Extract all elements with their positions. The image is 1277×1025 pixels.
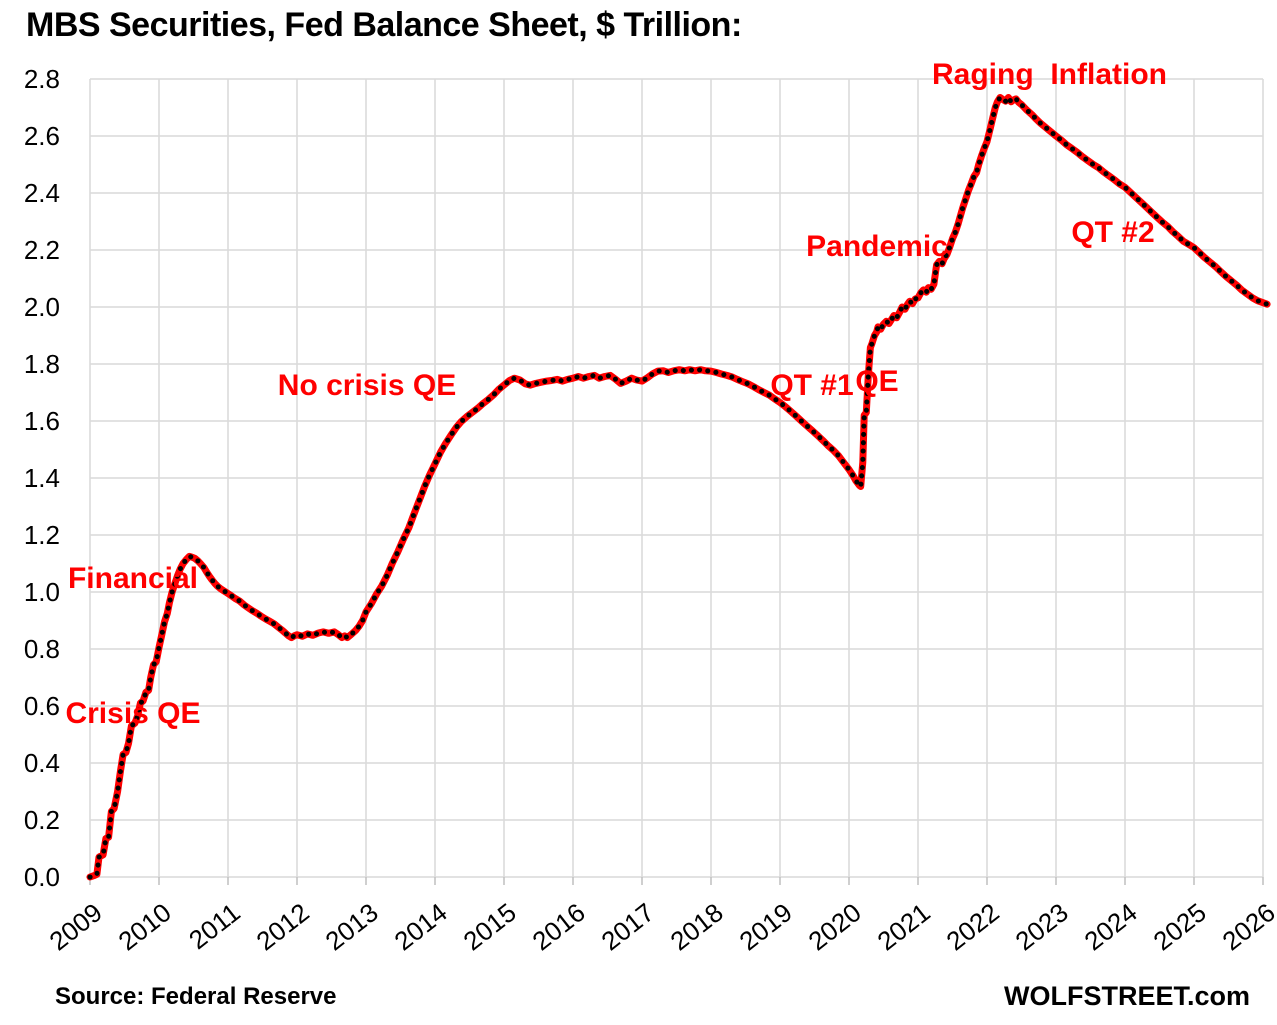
x-tick-label: 2022 — [941, 897, 1005, 956]
x-tick-label: 2019 — [734, 897, 798, 956]
y-tick-label: 1.8 — [24, 349, 60, 379]
y-tick-label: 2.8 — [24, 64, 60, 94]
source-label: Source: Federal Reserve — [55, 983, 337, 1010]
y-tick-label: 2.4 — [24, 178, 60, 208]
annotation-line: Financial — [67, 562, 199, 595]
annotation-qt2: QT #2 — [1071, 216, 1155, 249]
watermark-wolfstreet: WOLFSTREET.com — [1003, 981, 1250, 1011]
x-tick-label: 2010 — [113, 897, 177, 956]
y-tick-label: 1.4 — [24, 463, 60, 493]
y-tick-label: 0.2 — [24, 805, 60, 835]
annotation-no-crisis-qe: No crisis QE — [277, 369, 457, 402]
x-tick-label: 2014 — [389, 897, 453, 956]
annotation-line: QE — [855, 365, 899, 398]
x-axis-labels: 2009 2010 2011 2012 2013 2014 2015 2016 2017 2018… — [44, 897, 1277, 956]
annotation-raging-inflation: Raging Inflation — [932, 58, 1167, 91]
x-tick-label: 2021 — [872, 897, 936, 956]
y-tick-label: 0.6 — [24, 691, 60, 721]
y-tick-label: 2.6 — [24, 121, 60, 151]
y-tick-label: 1.0 — [24, 577, 60, 607]
x-tick-label: 2009 — [44, 897, 108, 956]
x-tick-label: 2016 — [527, 897, 591, 956]
y-tick-label: 0.4 — [24, 748, 60, 778]
chart-title: MBS Securities, Fed Balance Sheet, $ Tri… — [26, 6, 742, 44]
x-tick-label: 2018 — [665, 897, 729, 956]
y-axis-labels: 0.0 0.2 0.4 0.6 0.8 1.0 1.2 1.4 1.6 1.8 2.0 2.2 2.4 2… — [24, 64, 60, 892]
y-tick-label: 2.0 — [24, 292, 60, 322]
x-tick-label: 2012 — [251, 897, 315, 956]
x-tick-label: 2023 — [1010, 897, 1074, 956]
annotation-line: Pandemic — [806, 230, 948, 263]
annotation-qt1: QT #1 — [770, 369, 854, 402]
x-axis-ticks — [89, 877, 1264, 885]
x-tick-label: 2017 — [596, 897, 660, 956]
y-tick-label: 0.8 — [24, 634, 60, 664]
y-tick-label: 1.6 — [24, 406, 60, 436]
gridlines — [89, 78, 1264, 878]
annotation-financial-crisis-qe: Financial Crisis QE — [58, 466, 208, 781]
x-tick-label: 2025 — [1148, 897, 1212, 956]
y-tick-label: 0.0 — [24, 862, 60, 892]
x-tick-label: 2026 — [1217, 897, 1277, 956]
y-tick-label: 1.2 — [24, 520, 60, 550]
y-tick-label: 2.2 — [24, 235, 60, 265]
annotation-pandemic-qe: Pandemic QE — [782, 134, 972, 449]
data-markers — [87, 95, 1270, 880]
annotation-line: Crisis QE — [65, 697, 201, 730]
x-tick-label: 2015 — [458, 897, 522, 956]
x-tick-label: 2011 — [183, 897, 246, 955]
x-tick-label: 2013 — [320, 897, 384, 956]
x-tick-label: 2020 — [803, 897, 867, 956]
x-tick-label: 2024 — [1079, 897, 1143, 956]
